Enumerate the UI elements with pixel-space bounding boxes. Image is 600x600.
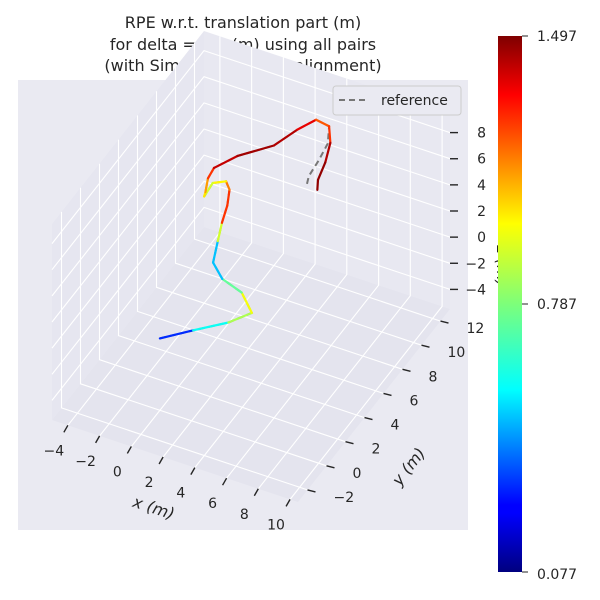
- legend-reference-label: reference: [381, 93, 448, 109]
- colorbar-label-max: 1.497: [537, 29, 577, 45]
- x-tick-label: 6: [208, 496, 217, 512]
- y-tick-label: 8: [429, 369, 438, 385]
- z-tick-label: 8: [477, 126, 486, 142]
- y-tick-label: 6: [410, 393, 419, 409]
- z-tick-label: 6: [477, 152, 486, 168]
- colorbar-label-mid: 0.787: [537, 297, 577, 313]
- colorbar: [498, 36, 522, 572]
- legend: reference: [333, 86, 461, 115]
- trajectory-segment: [317, 180, 318, 190]
- y-tick-label: 0: [353, 466, 362, 482]
- z-tick-label: 2: [477, 204, 486, 220]
- x-tick-label: 10: [267, 517, 285, 533]
- z-tick-label: −2: [465, 256, 486, 272]
- x-tick-label: 8: [240, 507, 249, 523]
- x-tick-label: 2: [145, 475, 154, 491]
- chart-title-line-1: RPE w.r.t. translation part (m): [125, 13, 361, 32]
- z-tick-label: −4: [465, 282, 486, 298]
- z-tick-label: 4: [477, 178, 486, 194]
- y-tick-label: 2: [372, 442, 381, 458]
- x-tick-label: 4: [176, 486, 185, 502]
- y-tick-label: 10: [448, 345, 466, 361]
- y-tick-label: 12: [467, 321, 485, 337]
- x-tick-label: −4: [44, 443, 65, 459]
- y-tick-label: 4: [391, 418, 400, 434]
- y-tick-label: −2: [334, 490, 355, 506]
- x-tick-label: 0: [113, 464, 122, 480]
- z-tick-label: 0: [477, 230, 486, 246]
- x-tick-label: −2: [75, 454, 96, 470]
- trajectory-segment: [329, 126, 330, 143]
- colorbar-label-min: 0.077: [537, 567, 577, 583]
